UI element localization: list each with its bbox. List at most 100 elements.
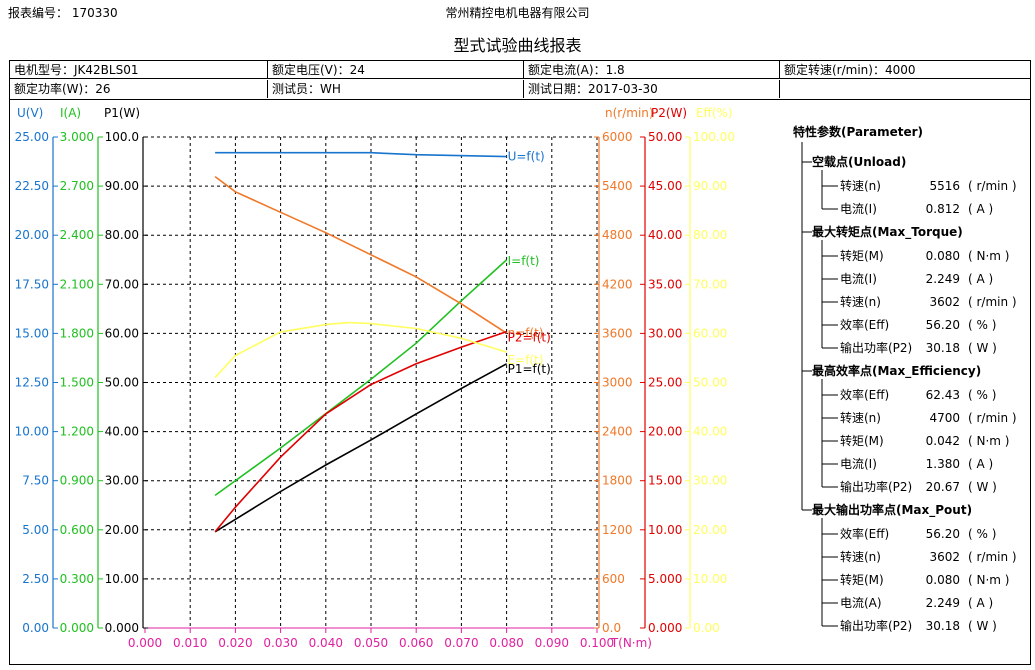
voltage-tick-label: 17.50: [15, 277, 49, 291]
params-item-value: 1.380: [926, 457, 960, 471]
x-tick-label: 0.010: [173, 636, 207, 650]
params-item-value: 30.18: [926, 341, 960, 355]
params-item-value: 20.67: [926, 480, 960, 494]
params-item-unit: ( r/min ): [968, 295, 1017, 309]
params-item-unit: ( r/min ): [968, 179, 1017, 193]
params-item-value: 62.43: [926, 388, 960, 402]
p1-tick-label: 90.00: [105, 179, 139, 193]
params-item-label: 效率(Eff): [840, 317, 889, 332]
params-item-unit: ( A ): [968, 457, 993, 471]
x-tick-label: 0.070: [444, 636, 478, 650]
speed-tick-label: 4800: [602, 228, 633, 242]
speed-axis-title: n(r/min): [605, 106, 654, 120]
current-axis-title: I(A): [60, 106, 81, 120]
efficiency-tick-label: 0.00: [693, 621, 720, 635]
params-group-title: 最高效率点(Max_Efficiency): [812, 363, 981, 379]
params-item-label: 转速(n): [840, 178, 881, 193]
series-label-efficiency: E=f(t): [508, 353, 544, 367]
p1-tick-label: 40.00: [105, 425, 139, 439]
current-tick-label: 0.000: [60, 621, 94, 635]
p2-tick-label: 50.00: [648, 130, 682, 144]
efficiency-tick-label: 10.00: [693, 572, 727, 586]
voltage-tick-label: 22.50: [15, 179, 49, 193]
params-item-unit: ( r/min ): [968, 550, 1017, 564]
speed-tick-label: 2400: [602, 425, 633, 439]
params-item-label: 转速(n): [840, 549, 881, 564]
x-tick-label: 0.000: [128, 636, 162, 650]
params-item-value: 0.042: [926, 434, 960, 448]
series-line-efficiency: [214, 321, 507, 379]
voltage-tick-label: 15.00: [15, 326, 49, 340]
current-tick-label: 0.600: [60, 523, 94, 537]
series-line-p2: [214, 330, 507, 533]
params-item-label: 输出功率(P2): [840, 340, 912, 355]
params-item-value: 3602: [929, 295, 960, 309]
current-tick-label: 3.000: [60, 130, 94, 144]
test-date: 测试日期：2017-03-30: [524, 80, 780, 98]
current-tick-label: 2.400: [60, 228, 94, 242]
x-tick-label: 0.040: [309, 636, 343, 650]
efficiency-tick-label: 70.00: [693, 277, 727, 291]
speed-tick-label: 3000: [602, 376, 633, 390]
params-item-label: 电流(I): [840, 202, 877, 216]
report-title: 型式试验曲线报表: [453, 36, 582, 55]
voltage-tick-label: 5.00: [22, 523, 49, 537]
speed-tick-label: 0.0: [602, 621, 621, 635]
p2-tick-label: 0.000: [648, 621, 682, 635]
speed-tick-label: 600: [602, 572, 625, 586]
params-item-value: 3602: [929, 550, 960, 564]
params-item-value: 0.812: [926, 202, 960, 216]
p2-tick-label: 45.00: [648, 179, 682, 193]
p2-tick-label: 25.00: [648, 376, 682, 390]
p2-tick-label: 40.00: [648, 228, 682, 242]
x-tick-label: 0.020: [218, 636, 252, 650]
x-tick-label: 0.080: [489, 636, 523, 650]
series-line-voltage: [215, 151, 507, 158]
params-item-unit: ( % ): [968, 527, 996, 541]
series-label-voltage: U=f(t): [508, 150, 545, 164]
efficiency-tick-label: 20.00: [693, 523, 727, 537]
p2-tick-label: 20.00: [648, 425, 682, 439]
params-item-value: 0.080: [926, 573, 960, 587]
speed-tick-label: 1200: [602, 523, 633, 537]
voltage-tick-label: 12.50: [15, 376, 49, 390]
p2-axis-title: P2(W): [651, 106, 687, 120]
params-title: 特性参数(Parameter): [793, 124, 923, 139]
params-item-unit: ( W ): [968, 341, 997, 355]
efficiency-tick-label: 80.00: [693, 228, 727, 242]
params-item-unit: ( A ): [968, 202, 993, 216]
p2-tick-label: 10.00: [648, 523, 682, 537]
efficiency-axis-title: Eff(%): [696, 106, 733, 120]
params-item-label: 输出功率(P2): [840, 479, 912, 494]
company-name: 常州精控电机电器有限公司: [445, 6, 590, 20]
current-tick-label: 0.300: [60, 572, 94, 586]
series-line-speed: [214, 175, 508, 334]
x-tick-label: 0.090: [535, 636, 569, 650]
current-tick-label: 1.500: [60, 376, 94, 390]
rated-speed: 额定转速(r/min)：4000: [780, 61, 1030, 79]
voltage-tick-label: 20.00: [15, 228, 49, 242]
rated-current: 额定电流(A)：1.8: [524, 61, 780, 79]
speed-tick-label: 5400: [602, 179, 633, 193]
tester: 测试员：WH: [268, 80, 524, 98]
params-item-label: 转矩(M): [840, 248, 884, 263]
params-item-value: 2.249: [926, 596, 960, 610]
params-item-value: 56.20: [926, 318, 960, 332]
efficiency-tick-label: 100.00: [693, 130, 735, 144]
voltage-axis-title: U(V): [17, 106, 43, 120]
series-label-current: I=f(t): [508, 254, 540, 268]
speed-tick-label: 6000: [602, 130, 633, 144]
speed-tick-label: 3600: [602, 326, 633, 340]
chart-frame: [9, 98, 1031, 665]
motor-info-table: 电机型号：JK42BLS01 额定电压(V)：24 额定电流(A)：1.8 额定…: [9, 60, 1031, 100]
x-tick-label: 0.100: [580, 636, 614, 650]
x-tick-label: 0.060: [399, 636, 433, 650]
p1-tick-label: 80.00: [105, 228, 139, 242]
x-tick-label: 0.030: [263, 636, 297, 650]
p1-tick-label: 0.000: [105, 621, 139, 635]
speed-tick-label: 1800: [602, 474, 633, 488]
p1-tick-label: 70.00: [105, 277, 139, 291]
params-item-value: 30.18: [926, 619, 960, 633]
params-item-unit: ( W ): [968, 619, 997, 633]
